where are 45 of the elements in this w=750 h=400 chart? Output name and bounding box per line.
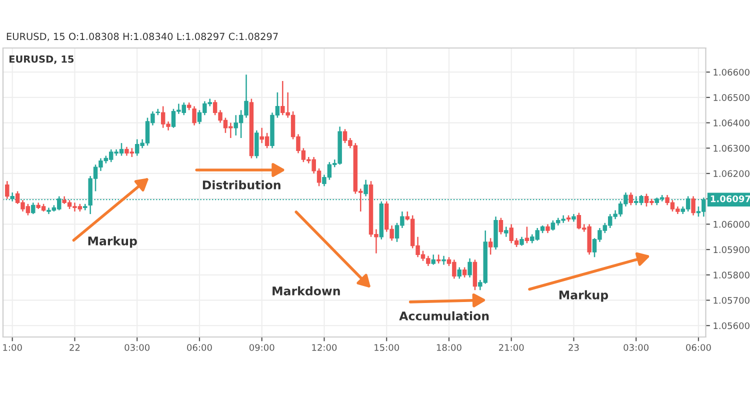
y-tick-label: 1.06500 [714, 94, 750, 101]
x-tick-label: 23 [568, 344, 579, 351]
candlestick [524, 226, 530, 244]
y-tick-label: 1.05600 [714, 322, 750, 330]
candlestick [504, 226, 508, 238]
candlestick [468, 258, 472, 278]
x-tick-label: 03:00 [124, 344, 150, 351]
annotation: Markup [559, 290, 608, 302]
candlestick [488, 238, 493, 256]
annotation: Distribution [202, 180, 280, 190]
annotation: Markdown [272, 286, 340, 296]
candlestick [691, 196, 696, 216]
annotation: Markup [88, 236, 137, 248]
y-tick-label: 1.05700 [714, 296, 750, 304]
x-tick-label: 18:00 [436, 344, 462, 351]
y-tick-label: 1.06000 [714, 220, 750, 228]
y-tick-label: 1.05900 [714, 246, 750, 254]
candlestick [462, 266, 467, 278]
candlestick [254, 130, 259, 159]
x-tick-label: 06:00 [686, 344, 711, 351]
x-tick-label: 15:00 [374, 344, 400, 351]
x-tick-label: 09:00 [249, 344, 274, 351]
x-tick-label: 06:00 [187, 344, 212, 351]
x-tick-label: 12:00 [312, 344, 337, 351]
ref-line-label: 1.06097 [710, 195, 750, 202]
chart-title: EURUSD, 15 O:1.08308 H:1.08340 L:1.08297 C:1.08297 [6, 32, 278, 42]
x-tick-label: 22 [70, 344, 80, 351]
candlestick [5, 180, 10, 200]
y-tick-label: 1.06400 [714, 120, 750, 126]
y-tick-label: 1.06600 [714, 68, 750, 76]
x-tick-label: 03:00 [624, 344, 649, 351]
x-tick-label: 21:00 [499, 344, 524, 351]
annotation: Accumulation [399, 311, 489, 320]
candlestick [364, 179, 368, 197]
candlestick [457, 266, 462, 280]
y-tick-label: 1.06200 [714, 170, 750, 178]
candlestick [192, 106, 196, 126]
y-tick-label: 1.06300 [714, 144, 750, 152]
candlestick [498, 217, 504, 235]
text: EURUSD, 15 [10, 55, 74, 64]
candlestick [628, 192, 634, 206]
candlestick [31, 202, 36, 215]
candlestick [431, 254, 436, 266]
x-tick-label: 1:00 [3, 344, 22, 351]
y-tick-label: 1.05800 [714, 272, 750, 278]
